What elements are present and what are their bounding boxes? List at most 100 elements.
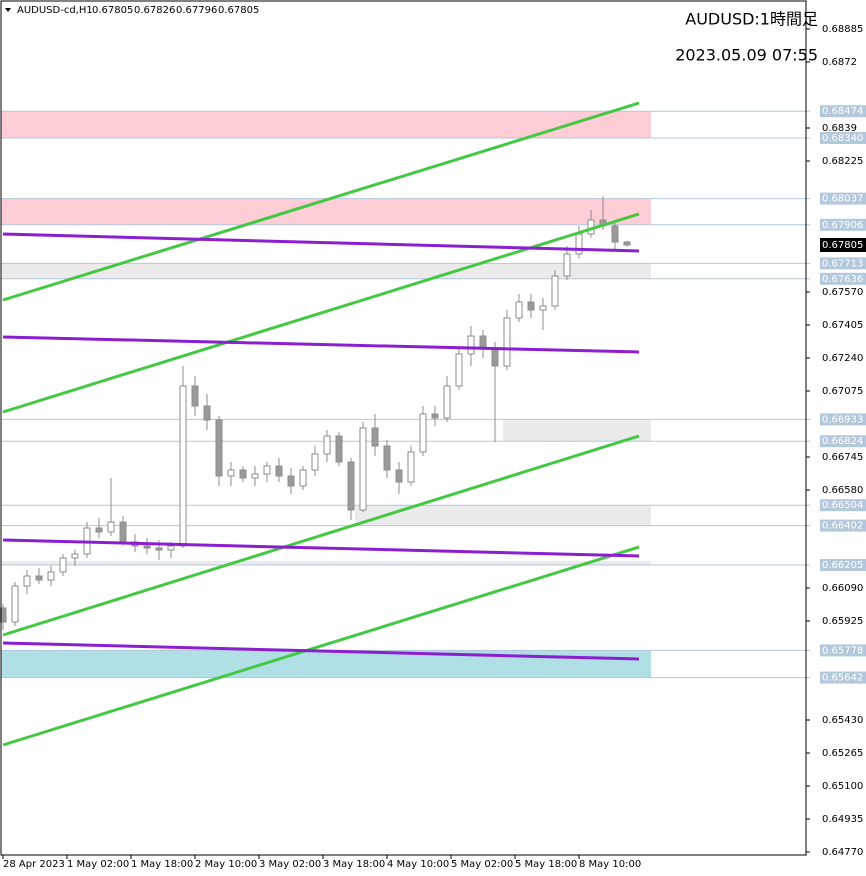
level-label: 0.66402 [822, 521, 863, 532]
level-label-box [820, 644, 866, 657]
trendline [2, 545, 640, 747]
header-marker [5, 8, 11, 12]
candle-body [251, 473, 259, 479]
y-tick-label: 0.65925 [822, 616, 863, 627]
candle-body [95, 527, 103, 533]
level-label: 0.67713 [822, 258, 863, 269]
y-tick-label: 0.64770 [822, 847, 863, 858]
candle-body [611, 225, 619, 243]
candle-body [155, 547, 163, 551]
zone [1, 263, 651, 279]
x-tick-label: 2 May 10:00 [195, 859, 257, 870]
header-value: 0.67805 [92, 5, 133, 16]
level-label: 0.65642 [822, 673, 863, 684]
level-label-box [820, 105, 866, 118]
y-tick-label: 0.6839 [822, 123, 857, 134]
candle-body [551, 275, 559, 307]
candle-body [227, 469, 235, 477]
level-label: 0.67636 [822, 274, 863, 285]
y-tick-label: 0.67075 [822, 386, 863, 397]
candle-body [479, 335, 487, 349]
candle-body [287, 475, 295, 487]
y-tick-label: 0.66580 [822, 485, 863, 496]
level-label-box [820, 559, 866, 571]
trendline [2, 538, 640, 558]
candle-body [563, 253, 571, 277]
candle-body [539, 305, 547, 311]
level-label-box [820, 192, 866, 205]
candle-body [35, 575, 43, 581]
last-price-label: 0.67805 [822, 240, 863, 251]
zone [1, 111, 651, 138]
candle-body [443, 385, 451, 419]
level-label: 0.65778 [822, 645, 863, 656]
candle-body [359, 427, 367, 511]
y-tick-label: 0.65265 [822, 748, 863, 759]
candle-body [347, 461, 355, 511]
candle-body [311, 453, 319, 471]
candle-body [203, 405, 211, 421]
level-label-box [820, 132, 866, 144]
y-tick-label: 0.67570 [822, 287, 863, 298]
candle-body [59, 557, 67, 573]
candle-body [371, 427, 379, 447]
trendline [2, 232, 640, 253]
y-tick-label: 0.64935 [822, 814, 863, 825]
candle-body [263, 465, 271, 475]
trendline [2, 641, 640, 661]
candle-body [491, 347, 499, 367]
header-value: 0.67805 [218, 5, 259, 16]
level-label: 0.68037 [822, 194, 863, 205]
y-tick-label: 0.67405 [822, 320, 863, 331]
zone [503, 419, 651, 442]
level-label: 0.66824 [822, 436, 863, 447]
x-tick-label: 5 May 02:00 [451, 859, 513, 870]
candle-body [623, 241, 631, 246]
level-label: 0.66205 [822, 560, 863, 571]
level-label-box [820, 499, 866, 512]
x-tick-label: 8 May 10:00 [579, 859, 641, 870]
candle-body [215, 419, 223, 477]
candle-body [11, 585, 19, 623]
candle-body [23, 575, 31, 587]
level-label-box [820, 218, 866, 231]
level-label-box [820, 413, 866, 426]
symbol: AUDUSD-cd,H1 [17, 5, 93, 16]
y-tick-label: 0.66090 [822, 583, 863, 594]
candle-body [299, 469, 307, 487]
zone [1, 650, 651, 678]
x-tick-label: 4 May 10:00 [387, 859, 449, 870]
y-tick-label: 0.6872 [822, 57, 857, 68]
candle-body [335, 435, 343, 463]
header-value: 0.67826 [134, 5, 175, 16]
last-price-box [820, 238, 866, 252]
y-tick-label: 0.65100 [822, 781, 863, 792]
level-label-box [820, 671, 866, 684]
trendline [2, 335, 640, 354]
candle-body [395, 469, 403, 483]
level-label: 0.67906 [822, 220, 863, 231]
trendline [2, 434, 640, 637]
x-tick-label: 3 May 02:00 [259, 859, 321, 870]
candle-body [167, 545, 175, 551]
candle-body [0, 607, 7, 623]
candle-body [107, 521, 115, 533]
candle-body [239, 469, 247, 479]
x-tick-label: 1 May 18:00 [131, 859, 193, 870]
candle-body [191, 385, 199, 407]
x-tick-label: 5 May 18:00 [515, 859, 577, 870]
level-label-box [820, 272, 866, 285]
level-label: 0.66933 [822, 414, 863, 425]
candle-body [119, 521, 127, 543]
level-label-box [820, 435, 866, 448]
candle-body [431, 413, 439, 419]
level-label: 0.66504 [822, 500, 863, 511]
level-label: 0.68340 [822, 133, 863, 144]
candle-body [275, 465, 283, 477]
zone [1, 561, 651, 565]
candle-body [383, 445, 391, 471]
candle-body [419, 413, 427, 453]
candle-body [71, 553, 79, 559]
subtitle: 2023.05.09 07:55 [675, 46, 818, 65]
